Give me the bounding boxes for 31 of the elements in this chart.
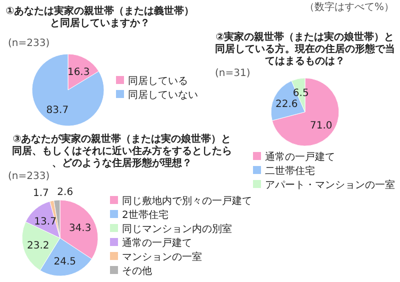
- data-label: 13.7: [34, 216, 56, 228]
- data-label: 2.6: [57, 187, 74, 198]
- legend-label: 同じ敷地内で別々の一戸建て: [122, 195, 252, 207]
- data-label: 23.2: [27, 240, 50, 252]
- legend-label: 通常の一戸建て: [265, 151, 335, 163]
- legend-label: 同居している: [128, 76, 188, 87]
- text: (n=233): [8, 38, 50, 49]
- chart-title: ②実家の親世帯（または実の娘世帯）と同居している方。現在の住居の形態で当てはまるものは？: [215, 31, 395, 67]
- text: （数字はすべて%）: [304, 1, 394, 13]
- legend-label: 同じマンション内の別室: [122, 223, 232, 235]
- data-label: 1.7: [32, 188, 49, 200]
- data-label: 71.0: [310, 120, 332, 132]
- text: (n=233): [8, 171, 50, 182]
- text: (n=31): [215, 68, 250, 79]
- data-label: 83.7: [46, 104, 69, 116]
- legend-label: 2世帯住宅: [122, 209, 168, 221]
- data-label: 6.5: [292, 88, 309, 100]
- legend-label: その他: [122, 265, 152, 277]
- legend-label: アパート・マンションの一室: [265, 179, 395, 191]
- pie-slice: [32, 54, 104, 126]
- data-label: 24.5: [54, 256, 76, 268]
- chart-title: ③あなたが実家の親世帯（または実の娘世帯）と同居、もしくはそれに近い住み方をするとしたら、どのような住居形態が理想？: [12, 133, 232, 169]
- legend-label: 同居していない: [128, 90, 198, 101]
- pie-slice: [272, 78, 340, 146]
- data-label: 16.3: [67, 67, 90, 78]
- data-label: 34.3: [68, 223, 92, 234]
- chart-title: ①あなたは実家の親世帯（または義世帯）と同居していますか？: [6, 5, 194, 29]
- legend-label: マンションの一室: [122, 251, 202, 263]
- legend-label: 通常の一戸建て: [122, 237, 192, 249]
- legend-label: 二世帯住宅: [265, 165, 315, 177]
- data-label: 22.6: [276, 99, 298, 110]
